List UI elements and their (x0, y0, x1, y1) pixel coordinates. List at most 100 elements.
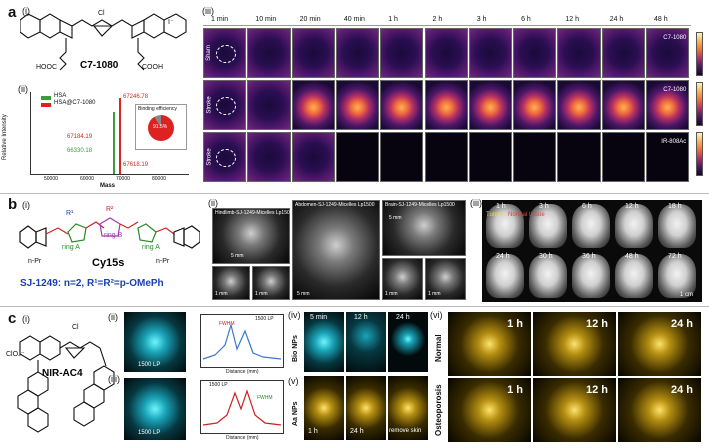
nir-ac4-structure (17, 335, 115, 433)
mouse-image (529, 204, 567, 248)
vi-normal-label: Normal (434, 334, 443, 362)
imaging-cell (513, 80, 557, 130)
bz2-scale: 1 mm (428, 291, 441, 297)
imaging-cell (335, 80, 380, 130)
imaging-cell (513, 28, 557, 78)
panel-c-vi: (vi) (430, 310, 443, 320)
timepoint-label: 1 h (388, 16, 398, 23)
imaging-cell (424, 28, 468, 78)
mouse-time-label: 72 h (668, 253, 682, 260)
panel-a-iii: (iii) (202, 6, 214, 16)
tumor-label: Tumor (486, 212, 504, 218)
imaging-cell (335, 132, 380, 182)
imaging-cell (601, 132, 645, 182)
bone-time-label: 1 h (507, 318, 523, 330)
aa-t1: 1 h (308, 428, 318, 435)
ms-ylabel: Relative Intensity (2, 114, 8, 160)
imaging-cell (291, 80, 335, 130)
mouse-time-label: 18 h (668, 203, 682, 210)
ms-xlabel: Mass (100, 183, 116, 189)
hindlimb-label: Hindlimb-SJ-1249-Micelles Lp1500 (215, 210, 293, 216)
imaging-cell (601, 28, 645, 78)
timepoint-label: 48 h (654, 16, 668, 23)
panel-c-ii: (ii) (108, 312, 118, 322)
profile-bottom-fwhm: FWHM (257, 395, 273, 401)
timepoint-label: 20 min (299, 16, 321, 23)
profile-top-title: 1500 LP (255, 316, 274, 322)
cy15s-npr-left: n-Pr (28, 258, 42, 265)
bio-np-label: Bio NPs (292, 335, 299, 362)
bone-imaging-grid: 1 h 12 h 24 h 1 h 12 h 24 h (448, 312, 702, 442)
bio-np-24h: 24 h (388, 312, 428, 372)
timepoint-label: 12 h (565, 16, 580, 23)
imaging-cell (513, 132, 557, 182)
ms-legend-hsa-swatch (41, 96, 51, 100)
mouse-image (615, 204, 653, 248)
ms-peak-label-1: 67246.78 (123, 94, 149, 100)
row-label-stroke: Stroke (206, 148, 213, 166)
ms-xtick-3: 70000 (116, 176, 130, 182)
colorbar-2 (696, 82, 703, 126)
colorbar-3 (696, 132, 703, 176)
panel-c-iii: (iii) (108, 374, 120, 384)
bz1-scale: 1 mm (385, 291, 398, 297)
profile-bottom-xlabel: Distance (mm) (226, 435, 259, 441)
profile-top-fwhm: FWHM (219, 321, 235, 327)
colorbar-1 (696, 32, 703, 76)
brain-zoom-1: 1 mm (382, 258, 423, 300)
bone-cell: 24 h (618, 312, 701, 376)
imaging-cell (424, 80, 468, 130)
nir-cl: Cl (72, 324, 79, 331)
bio-t1: 5 min (310, 314, 328, 321)
panel-b-ii: (ii) (208, 198, 218, 208)
abdomen-scale: 5 mm (297, 291, 310, 297)
timepoint-label: 1 min (211, 16, 229, 23)
mouse-time-label: 24 h (496, 253, 510, 260)
imaging-cell (424, 132, 468, 182)
profile-chart-top: 1500 LP FWHM (200, 314, 284, 368)
imaging-cell: C7-1080 (646, 80, 690, 130)
binding-value: 91.5% (153, 124, 168, 130)
imaging-cell (468, 132, 513, 182)
imaging-cell (468, 28, 513, 78)
bio-np-5min: 5 min (304, 312, 344, 372)
ms-peak-red (119, 98, 121, 174)
probe-label: C7-1080 (663, 35, 687, 41)
lesion-circle (216, 149, 236, 167)
cy15s-structure (19, 217, 200, 249)
tumor-timecourse: 1 h 3 h 6 h 12 h 18 h 24 h 30 h 36 h 48 h 72 h Tu… (482, 200, 702, 302)
profile-bottom-curve (202, 389, 282, 426)
aa-np-1h: 1 h (304, 376, 344, 440)
cy15s-npr-right: n-Pr (156, 258, 170, 265)
imaging-cell (380, 132, 424, 182)
mouse-image (529, 254, 567, 298)
normal-label: Normal tissue (508, 212, 545, 218)
panel-c-iv: (iv) (288, 310, 301, 320)
ms-legend-complex-swatch (41, 103, 51, 107)
vessel-image-ii: 1500 LP (124, 312, 186, 372)
brain-zoom-2: 1 mm (425, 258, 466, 300)
binding-efficiency-box: Binding efficiency 91.5% (135, 104, 187, 150)
c7-1080-structure (20, 13, 187, 71)
mouse-time-label: 3 h (539, 203, 549, 210)
aa-t3: remove skin (389, 428, 422, 434)
nir-ac4-name: NIR-AC4 (42, 368, 83, 379)
cy15s-r2: R² (106, 206, 114, 213)
imaging-cell (380, 80, 424, 130)
mouse-time-label: 1 h (496, 203, 506, 210)
mouse-time-label: 48 h (625, 253, 639, 260)
ms-plot: HSA HSA@C7-1080 67246.78 67184.19 66330.… (30, 92, 189, 175)
mouse-image (486, 254, 524, 298)
imaging-cell (203, 132, 247, 182)
mouse-image (615, 254, 653, 298)
imaging-cell (291, 132, 335, 182)
bio-t3: 24 h (396, 314, 410, 321)
imaging-cell (203, 28, 247, 78)
bone-time-label: 24 h (670, 318, 693, 330)
imaging-cell (557, 80, 601, 130)
timepoint-header-rule (203, 25, 691, 26)
aa-np-remove-skin: remove skin (388, 376, 428, 440)
panel-c-label: c (8, 310, 17, 327)
hindlimb-zoom-2: 1 mm (252, 266, 290, 300)
stroke-imaging-grid: 1 min 10 min 20 min 40 min 1 h 2 h 3 h 6 h 12 h 2… (203, 14, 691, 189)
